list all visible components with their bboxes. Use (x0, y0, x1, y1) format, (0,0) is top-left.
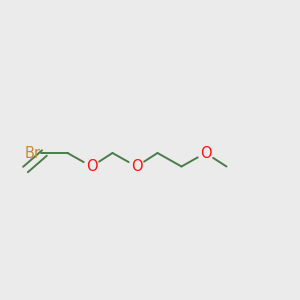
Text: O: O (200, 146, 211, 160)
Text: O: O (86, 159, 97, 174)
Text: O: O (131, 159, 142, 174)
Text: Br: Br (24, 146, 40, 160)
